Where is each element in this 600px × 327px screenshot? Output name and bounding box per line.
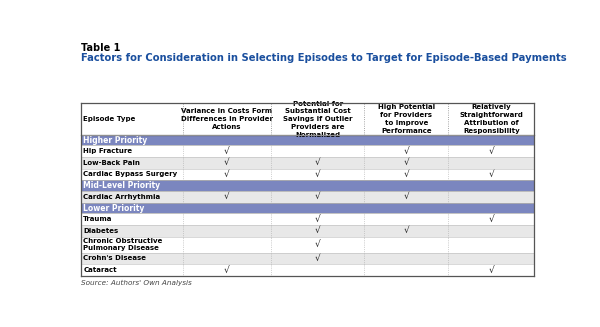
Bar: [80, 180, 535, 191]
Text: √: √: [315, 192, 320, 201]
Text: Episode Type: Episode Type: [83, 116, 136, 122]
Text: √: √: [488, 266, 494, 275]
Text: Low-Back Pain: Low-Back Pain: [83, 160, 140, 166]
Text: √: √: [315, 240, 320, 249]
Text: √: √: [224, 192, 230, 201]
Text: √: √: [315, 170, 320, 179]
Bar: [80, 135, 535, 146]
Bar: [80, 103, 535, 135]
Text: Potential for
Substantial Cost
Savings if Outlier
Providers are
Normalized: Potential for Substantial Cost Savings i…: [283, 101, 352, 138]
Text: Mid-Level Priority: Mid-Level Priority: [83, 181, 160, 190]
Bar: [80, 225, 535, 237]
Text: √: √: [403, 226, 409, 235]
Bar: [80, 191, 535, 203]
Bar: [80, 157, 535, 169]
Text: √: √: [315, 215, 320, 224]
Text: Cardiac Arrhythmia: Cardiac Arrhythmia: [83, 194, 160, 200]
Bar: [80, 264, 535, 276]
Text: High Potential
for Providers
to Improve
Performance: High Potential for Providers to Improve …: [377, 104, 435, 134]
Text: Table 1: Table 1: [80, 43, 120, 53]
Text: √: √: [315, 158, 320, 167]
Bar: [80, 253, 535, 264]
Text: Variance in Costs Form
Differences in Provider
Actions: Variance in Costs Form Differences in Pr…: [181, 108, 273, 130]
Text: Hip Fracture: Hip Fracture: [83, 148, 133, 154]
Text: Higher Priority: Higher Priority: [83, 136, 148, 145]
Text: √: √: [224, 170, 230, 179]
Bar: [80, 213, 535, 225]
Text: √: √: [315, 226, 320, 235]
Text: √: √: [403, 192, 409, 201]
Bar: [80, 146, 535, 157]
Text: Factors for Consideration in Selecting Episodes to Target for Episode-Based Paym: Factors for Consideration in Selecting E…: [80, 53, 566, 63]
Text: Trauma: Trauma: [83, 216, 113, 222]
Text: √: √: [315, 254, 320, 263]
Text: √: √: [403, 147, 409, 156]
Text: Crohn's Disease: Crohn's Disease: [83, 255, 146, 262]
Text: Diabetes: Diabetes: [83, 228, 119, 234]
Text: Source: Authors' Own Analysis: Source: Authors' Own Analysis: [80, 280, 191, 286]
Bar: [80, 237, 535, 253]
Text: √: √: [403, 170, 409, 179]
Text: √: √: [224, 266, 230, 275]
Text: Cardiac Bypass Surgery: Cardiac Bypass Surgery: [83, 171, 178, 178]
Text: √: √: [488, 147, 494, 156]
Text: √: √: [488, 170, 494, 179]
Text: Cataract: Cataract: [83, 267, 117, 273]
Text: √: √: [488, 215, 494, 224]
Text: Relatively
Straightforward
Attribution of
Responsibility: Relatively Straightforward Attribution o…: [460, 104, 523, 134]
Text: Lower Priority: Lower Priority: [83, 203, 145, 213]
Text: Chronic Obstructive
Pulmonary Disease: Chronic Obstructive Pulmonary Disease: [83, 238, 163, 251]
Text: √: √: [224, 158, 230, 167]
Bar: [80, 203, 535, 213]
Text: √: √: [224, 147, 230, 156]
Bar: [80, 169, 535, 180]
Text: √: √: [403, 158, 409, 167]
